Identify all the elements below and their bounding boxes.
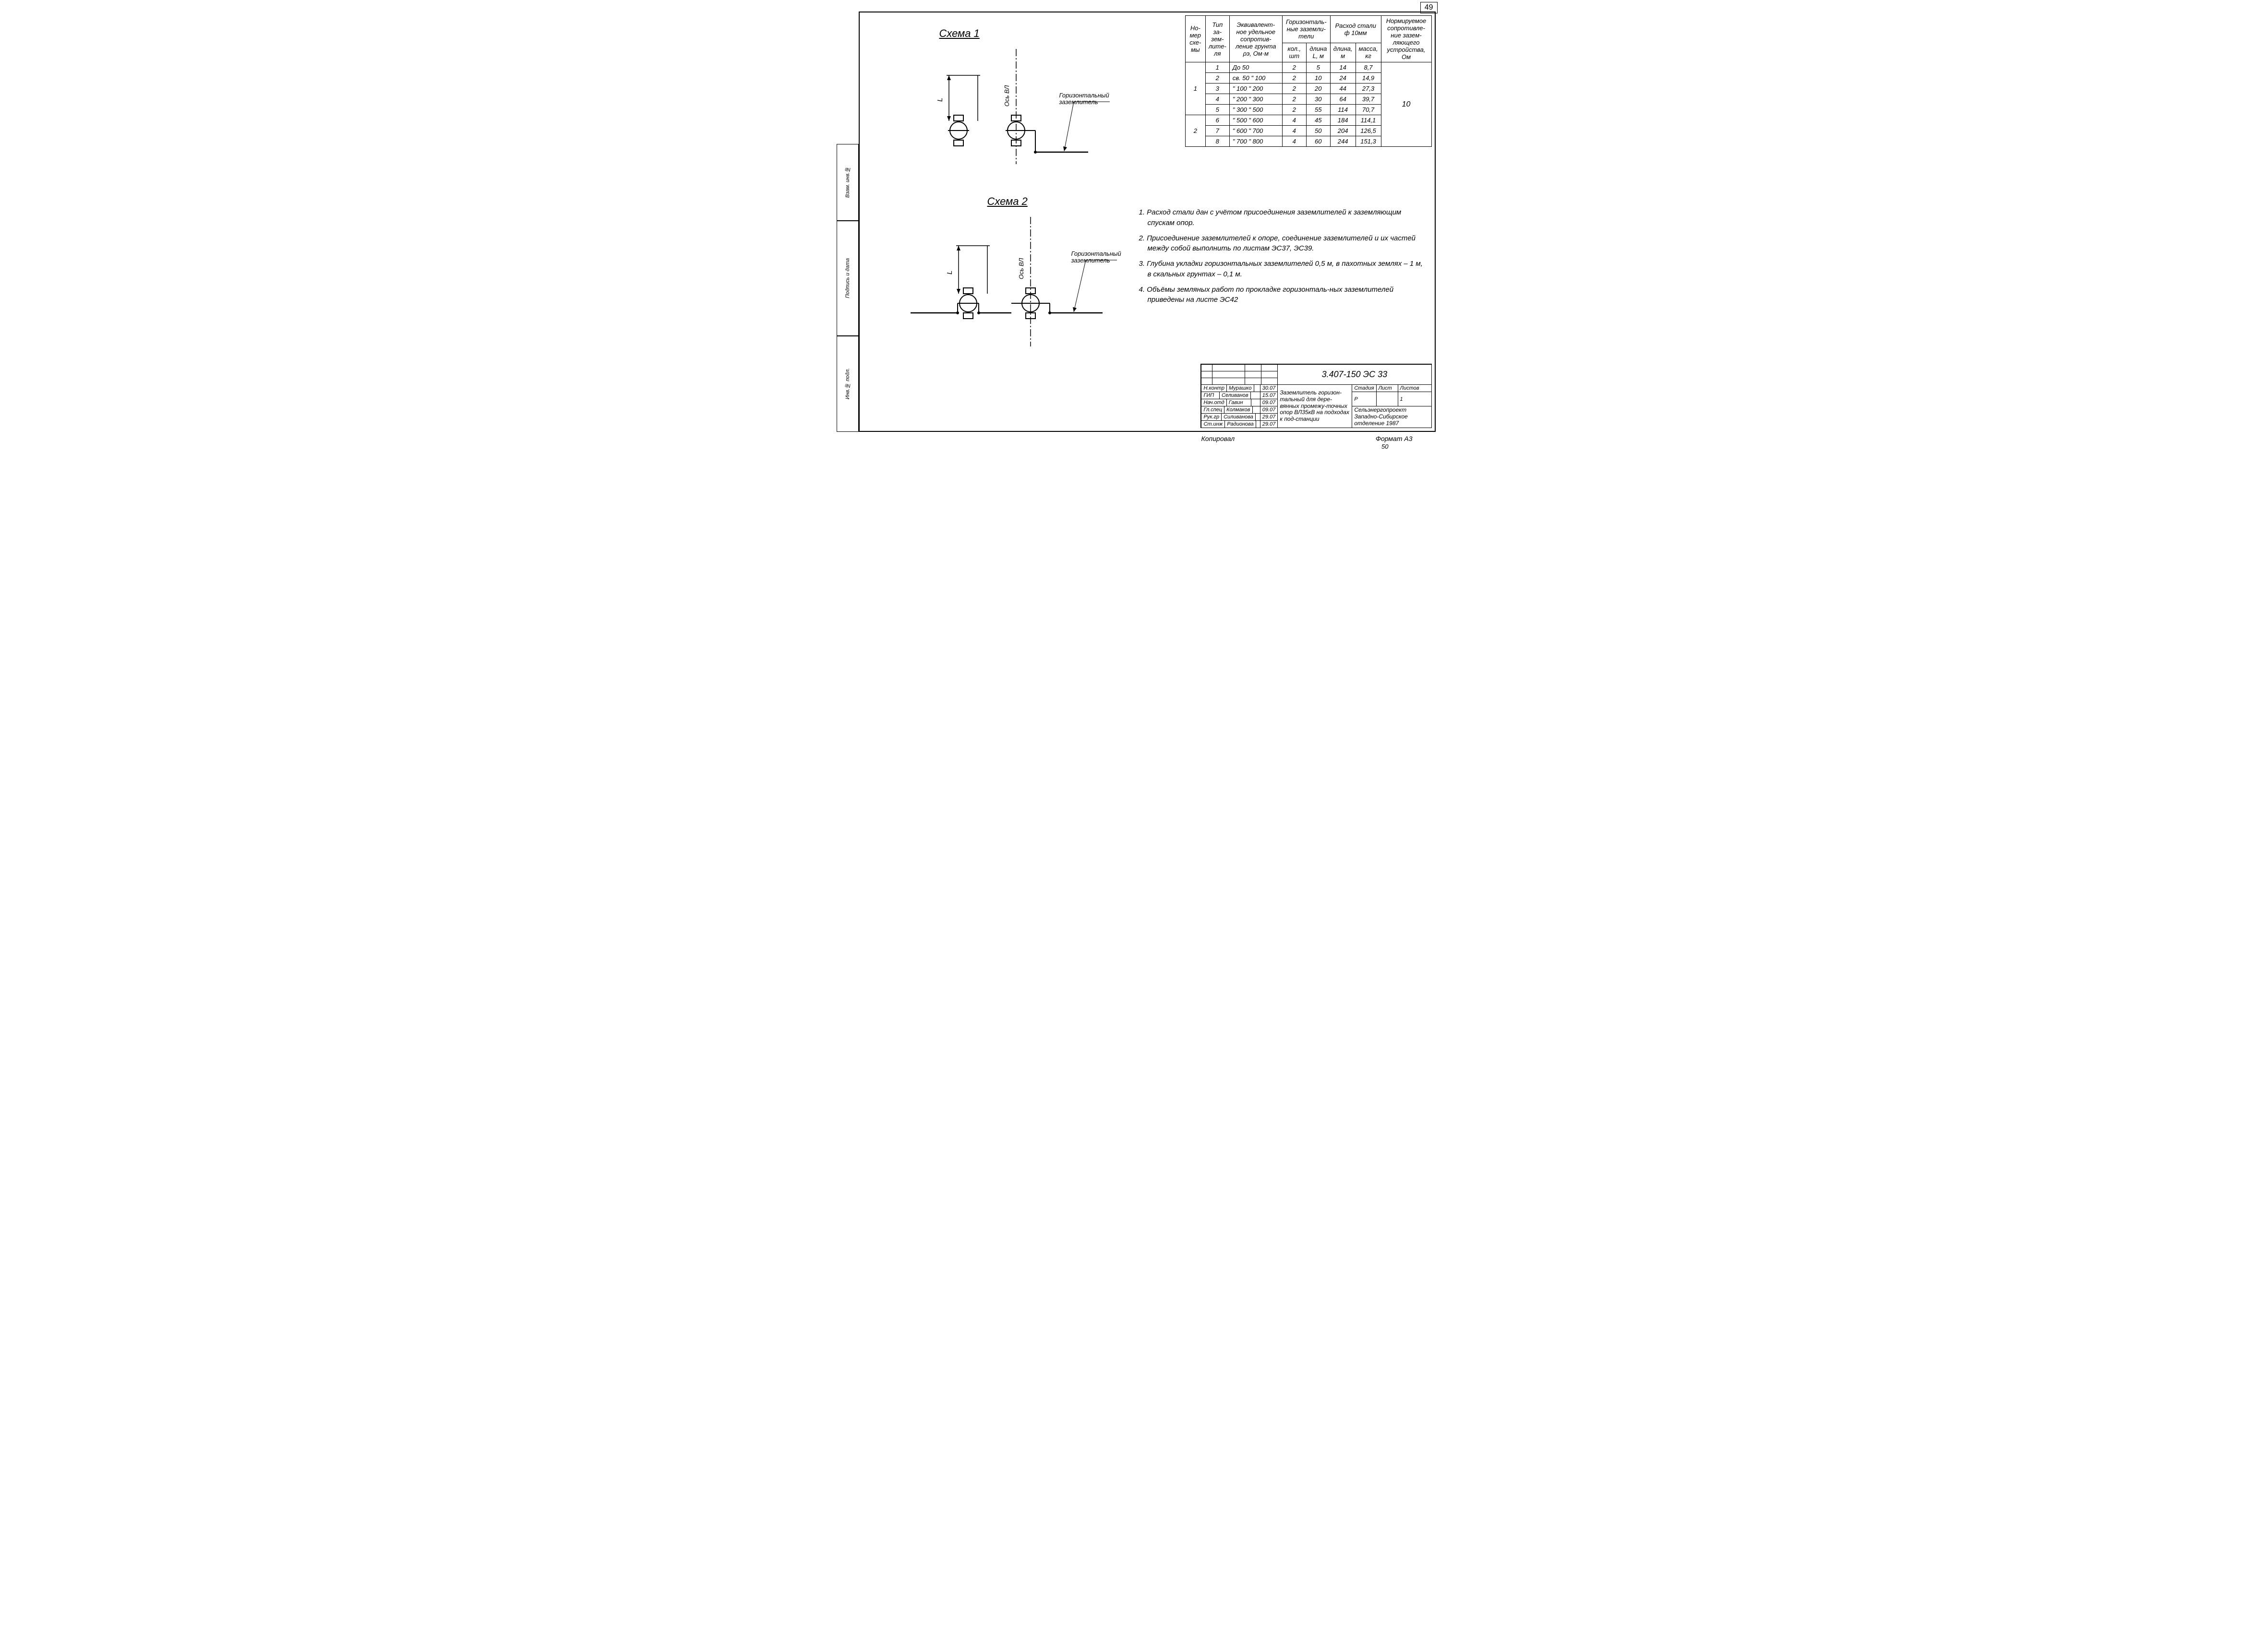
binding-label-2: Подпись и дата [845,258,851,298]
stage-header: Стадия [1352,385,1376,392]
th-res: Эквивалент-ное удельное сопротив-ление г… [1229,16,1282,62]
schema1-diagram: Ось ВЛ L [896,44,1112,169]
binding-label-3: Взам. инв.№ [845,167,851,198]
sheets-header: Листов [1398,385,1431,392]
th-type: Тип за-зем-лите-ля [1205,16,1229,62]
diagram-area: Схема 1 Ось ВЛ [867,15,1136,370]
schema1-title: Схема 1 [939,27,980,40]
th-sl: длина, м [1330,43,1356,62]
schema2-diagram: Ось ВЛ L [896,212,1122,351]
format-label: Формат А3 [1376,435,1413,442]
binding-strip: Инв.№ подл. Подпись и дата Взам. инв.№ [837,12,859,432]
drawing-code: 3.407-150 ЭС 33 [1278,365,1431,385]
drawing-frame: Схема 1 Ось ВЛ [859,12,1436,432]
th-steel: Расход стали ф 10мм [1330,16,1381,43]
note-1: 1. Расход стали дан с учётом присоединен… [1139,207,1427,228]
dim-label-2: L [946,271,954,274]
th-norm: Нормируемое сопротивле-ние зазем-ляющего… [1381,16,1431,62]
bottom-page-num: 50 [1381,443,1388,450]
stage-value: Р [1352,392,1376,406]
schema2-title: Схема 2 [987,195,1028,208]
note-3: 3. Глубина укладки горизонтальных заземл… [1139,259,1427,280]
drawing-description: Заземлитель горизон-тальный для дере-вян… [1278,385,1352,428]
earther-label-2: Горизонтальный заземлитель [1071,250,1134,264]
drawing-sheet: 49 Инв.№ подл. Подпись и дата Взам. инв.… [827,0,1441,445]
axis-label-2: Ось ВЛ [1018,258,1025,279]
th-scheme: Но-мер схе-мы [1185,16,1205,62]
data-table: Но-мер схе-мы Тип за-зем-лите-ля Эквивал… [1185,15,1432,147]
copied-by: Копировал [1201,435,1235,442]
th-sm: масса, кг [1356,43,1381,62]
table-row: 11До 5025148,710 [1185,62,1431,73]
sheets-value: 1 [1398,392,1431,406]
organization: Сельэнергопроект Западно-Сибирское отдел… [1352,406,1431,428]
sheet-value [1376,392,1398,406]
note-4: 4. Объёмы земляных работ по прокладке го… [1139,285,1427,306]
th-hz: Горизонталь-ные заземли-тели [1282,16,1330,43]
notes-block: 1. Расход стали дан с учётом присоединен… [1139,207,1427,310]
title-block: 3.407-150 ЭС 33 Н.контр Мурашко 30.07 [1200,364,1431,428]
th-qty: кол., шт [1282,43,1306,62]
earther-label-1: Горизонтальный заземлитель [1059,92,1122,106]
th-len: длина L, м [1306,43,1330,62]
note-2: 2. Присоединение заземлителей к опоре, с… [1139,233,1427,254]
dim-label: L [936,98,944,102]
sheet-header: Лист [1376,385,1398,392]
axis-label: Ось ВЛ [1003,85,1010,107]
binding-label-1: Инв.№ подл. [845,368,851,399]
